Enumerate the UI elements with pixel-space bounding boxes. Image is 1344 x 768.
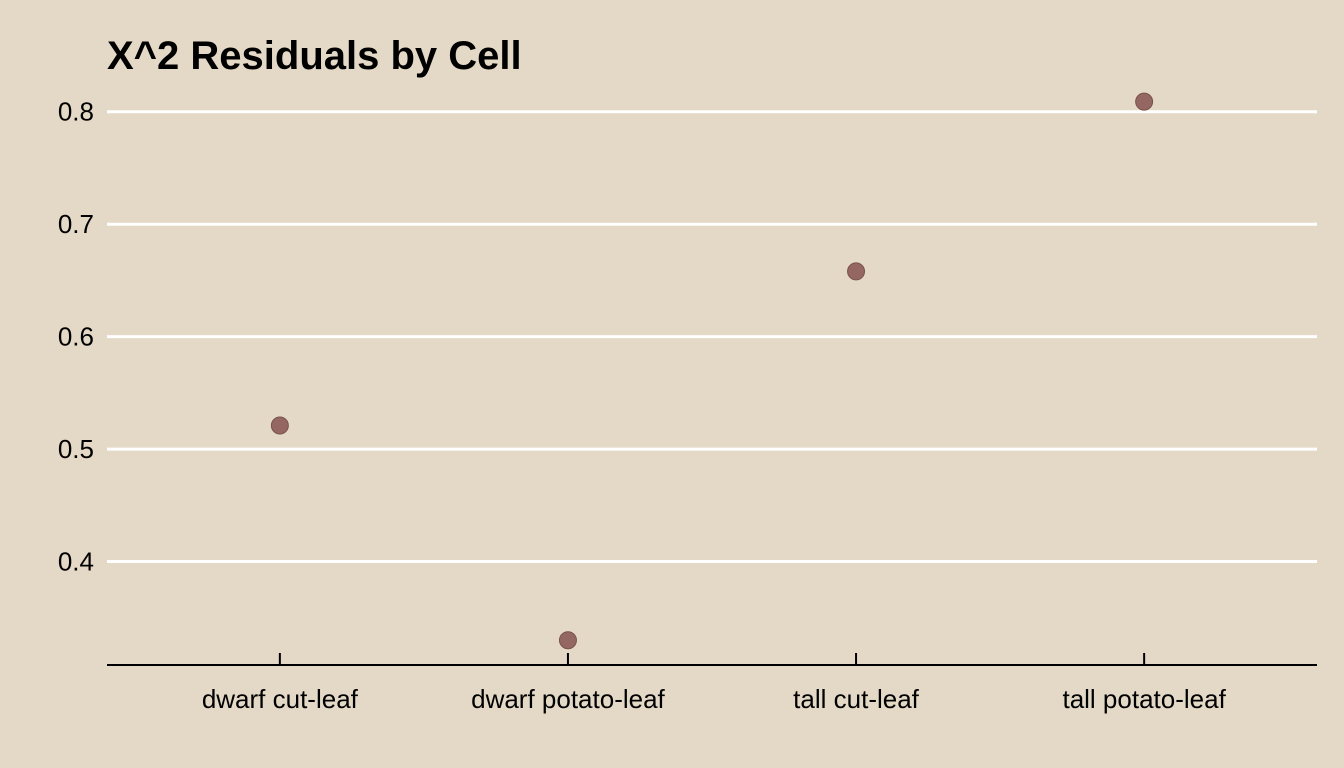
data-point <box>558 631 577 650</box>
chart-title: X^2 Residuals by Cell <box>107 34 522 78</box>
gridlines <box>107 110 1317 564</box>
data-point <box>270 416 289 435</box>
y-tick-label: 0.7 <box>58 209 94 239</box>
data-point <box>1135 92 1154 111</box>
x-axis-ticks: dwarf cut-leaf dwarf potato-leaf tall cut-… <box>202 653 1227 714</box>
y-tick-label: 0.8 <box>58 97 94 127</box>
x-tick-label: tall cut-leaf <box>793 684 919 714</box>
y-axis-ticks: 0.4 0.5 0.6 0.7 0.8 <box>58 97 94 577</box>
data-point <box>847 262 866 281</box>
x-tick-label: dwarf cut-leaf <box>202 684 359 714</box>
x-tick-label: tall potato-leaf <box>1062 684 1226 714</box>
x-tick-label: dwarf potato-leaf <box>471 684 665 714</box>
y-tick-label: 0.6 <box>58 322 94 352</box>
data-points <box>270 92 1154 650</box>
y-tick-label: 0.5 <box>58 434 94 464</box>
y-tick-label: 0.4 <box>58 547 94 577</box>
